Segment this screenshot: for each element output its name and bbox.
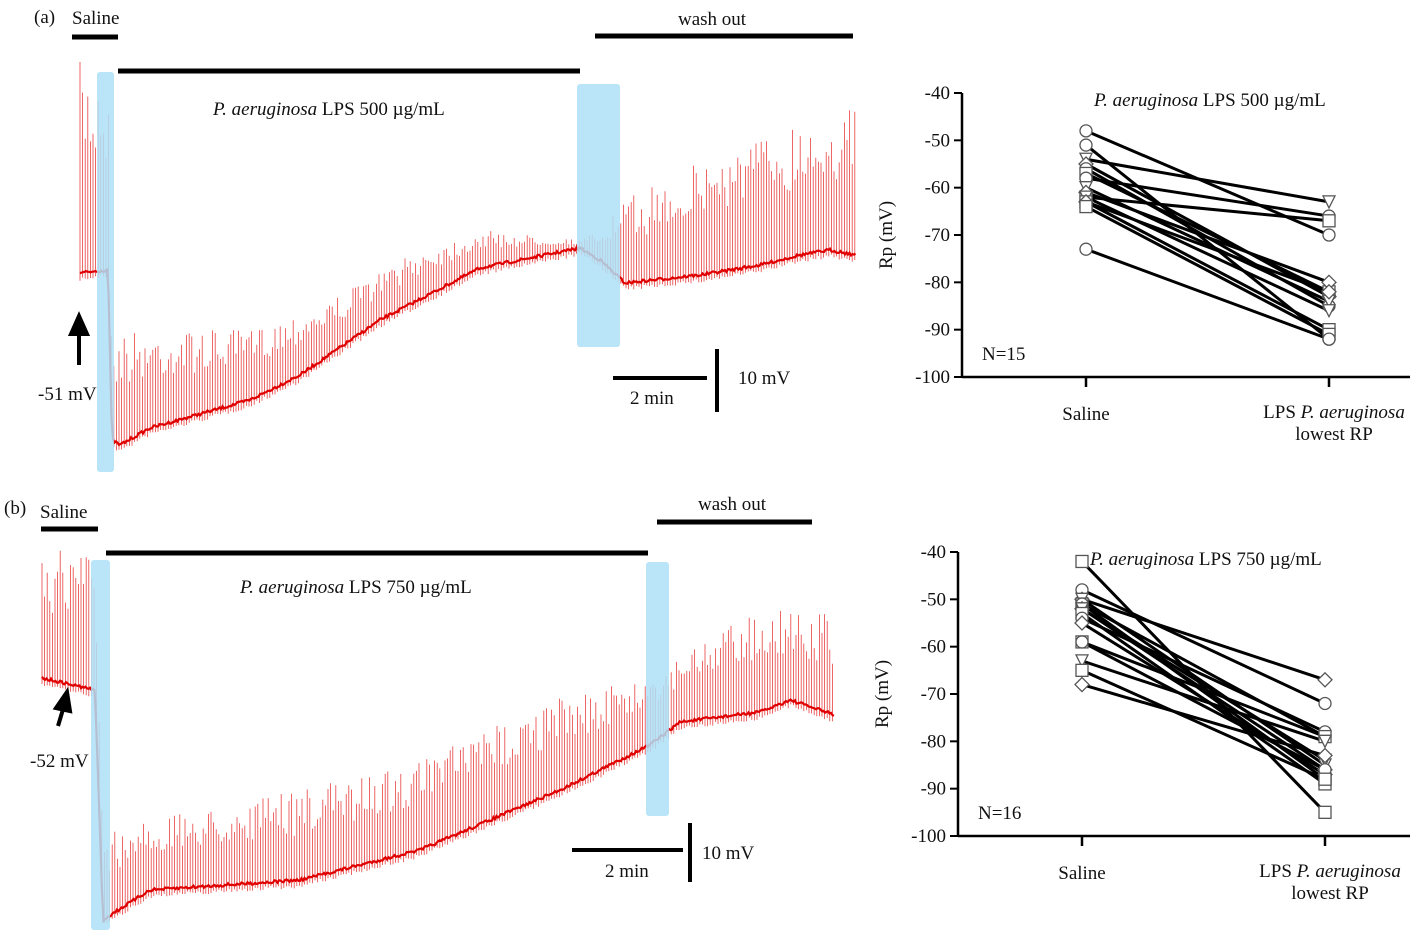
data-point-diamond [1317,747,1333,764]
data-point-circle [1079,138,1093,152]
panel-b-treatment-label: P. aeruginosa LPS 750 µg/mL [239,577,472,598]
y-tick-label: -50 [925,130,950,151]
chart-title: P. aeruginosa LPS 750 µg/mL [1089,549,1322,570]
panel-a-saline-label: Saline [72,8,120,29]
paired-line [1085,172,1330,294]
data-point-circle [1322,228,1336,242]
paired-line [1080,560,1327,814]
y-tick-label: -80 [925,272,950,293]
y-tick-label: -90 [921,779,946,800]
y-tick-label: -70 [925,225,950,246]
x-category-label: lowest RP [1291,883,1369,904]
data-point-diamond [1321,283,1337,300]
membrane-potential-trace [41,676,835,924]
paired-line [1085,190,1330,284]
y-tick-label: -40 [925,83,950,104]
paired-line [1081,597,1326,682]
data-point-triangle [1317,734,1333,749]
arrow-icon [52,686,73,727]
data-point-diamond [1074,676,1090,693]
chart-title: P. aeruginosa LPS 500 µg/mL [1093,90,1326,111]
resting-potential-label: -52 mV [30,751,89,772]
time-scale-label: 2 min [630,388,674,409]
y-tick-label: -60 [921,637,946,658]
chart-a: -40 -50 -60 -70 -80 -90 -100 Rp (mV) P. aerugino… [876,83,1410,445]
data-point-circle [1322,332,1336,346]
paired-line [1085,162,1330,298]
paired-line [1081,640,1326,738]
panel-a-treatment-label: P. aeruginosa LPS 500 µg/mL [212,99,445,120]
data-point-square [1318,805,1332,819]
x-category-label: Saline [1058,863,1106,884]
n-annotation: N=16 [978,803,1021,824]
y-axis-label: Rp (mV) [876,201,897,269]
paired-line [1081,588,1326,705]
y-tick-label: -60 [925,178,950,199]
y-tick-label: -50 [921,589,946,610]
data-point-circle [1079,124,1093,138]
paired-line [1085,176,1330,218]
paired-line [1081,659,1326,743]
data-point-circle [1075,635,1089,649]
panel-b-saline-label: Saline [40,502,88,523]
chart-b: -40 -50 -60 -70 -80 -90 -100 Rp (mV) P. aerugino… [872,542,1410,904]
y-tick-label: -90 [925,320,950,341]
highlight-region [97,72,114,472]
panel-b-trace: (b) Saline wash out P. aeruginosa LPS 75… [4,494,835,930]
paired-line [1081,640,1326,772]
paired-line [1085,200,1330,331]
paired-line [1081,668,1326,781]
paired-line [1085,157,1330,204]
paired-line [1085,205,1330,336]
y-tick-label: -80 [921,731,946,752]
x-category-label: lowest RP [1295,424,1373,445]
time-scale-label: 2 min [605,861,649,882]
data-point-triangle [1321,304,1337,319]
highlight-region [91,560,110,930]
y-axis-label: Rp (mV) [872,660,893,728]
data-point-triangle [1321,195,1337,210]
y-tick-label: -70 [921,684,946,705]
data-point-circle [1079,242,1093,256]
x-category-label: LPS P. aeruginosa [1259,861,1401,882]
highlight-region [646,562,669,816]
data-point-square [1075,554,1089,569]
panel-b-label: (b) [4,498,26,519]
arrow-up-icon [67,311,91,365]
y-tick-label: -100 [911,826,946,847]
voltage-scale-label: 10 mV [702,843,755,864]
voltage-scale-label: 10 mV [738,368,791,389]
action-potential-spikes [41,550,833,924]
x-category-label: Saline [1062,404,1110,425]
paired-line [1085,200,1330,294]
resting-potential-label: -51 mV [38,384,97,405]
x-category-label: LPS P. aeruginosa [1263,402,1405,423]
data-point-diamond [1074,615,1090,631]
n-annotation: N=15 [982,344,1025,365]
data-point-square [1075,663,1089,677]
paired-line [1085,247,1330,341]
data-point-square [1079,199,1093,214]
membrane-potential-trace [79,245,857,447]
data-point-triangle [1074,654,1090,669]
paired-line [1085,195,1330,223]
panel-a-washout-label: wash out [678,9,747,30]
y-tick-label: -100 [915,367,950,388]
action-potential-spikes [79,62,856,451]
panel-a-label: (a) [34,7,55,28]
paired-line [1081,616,1326,734]
paired-line [1081,607,1326,762]
panel-a-trace: (a) Saline wash out P. aeruginosa LPS 50… [34,7,857,472]
data-point-square [1322,214,1336,228]
data-point-square [1318,772,1332,786]
y-tick-label: -40 [921,542,946,563]
data-point-circle [1318,696,1332,711]
panel-b-washout-label: wash out [698,494,767,515]
paired-line [1081,602,1326,738]
data-point-diamond [1317,671,1333,688]
highlight-region [577,84,620,347]
paired-line [1081,683,1326,757]
